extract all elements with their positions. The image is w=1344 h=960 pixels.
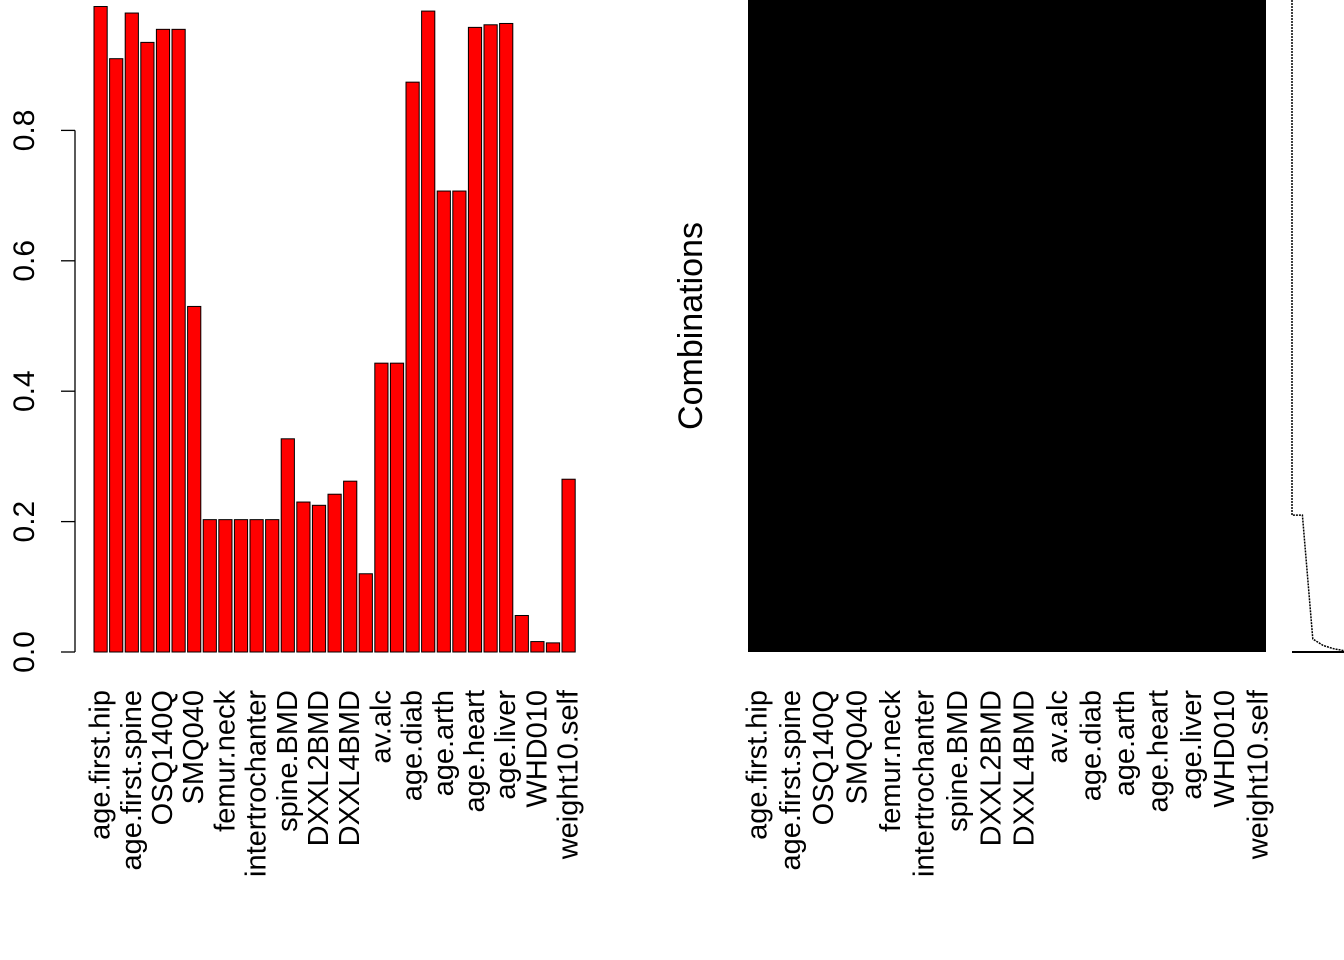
x-tick-label: femur.neck bbox=[875, 690, 907, 832]
x-tick-label: WHD010 bbox=[521, 690, 553, 808]
y-tick-label: 0.4 bbox=[8, 370, 41, 412]
x-tick-label: age.first.spine bbox=[775, 690, 807, 871]
bar bbox=[202, 519, 217, 653]
x-tick-label: DXXL2BMD bbox=[975, 690, 1007, 846]
combinations-pattern-chart: Combinations age.first.hip age.first.spin… bbox=[672, 0, 1344, 877]
bar bbox=[467, 26, 483, 653]
missing-proportion-bar-chart: 0.0 0.2 0.4 0.6 0.8 age.first.hip age.first.s… bbox=[8, 6, 585, 877]
bar bbox=[514, 614, 529, 653]
x-tick-label: age.heart bbox=[1142, 690, 1174, 813]
bar bbox=[233, 519, 249, 653]
bar bbox=[452, 190, 467, 653]
bar bbox=[249, 519, 264, 653]
x-tick-label: age.diab bbox=[397, 690, 429, 801]
bar bbox=[421, 10, 436, 653]
x-tick-label: OSQ140Q bbox=[808, 690, 840, 825]
bar bbox=[530, 641, 545, 653]
bar bbox=[561, 478, 576, 653]
bar-series bbox=[93, 6, 576, 653]
bar bbox=[327, 493, 342, 653]
y-tick-label: 0.6 bbox=[8, 240, 41, 282]
x-tick-label: age.arth bbox=[1109, 690, 1141, 796]
bar bbox=[545, 642, 561, 653]
x-tick-label: age.liver bbox=[1176, 690, 1208, 800]
x-tick-label: spine.BMD bbox=[272, 690, 304, 832]
x-tick-label: av.alc bbox=[365, 690, 397, 764]
bar bbox=[124, 12, 139, 653]
x-tick-labels: age.first.hip age.first.spine OSQ140Q SMQ04… bbox=[85, 689, 585, 877]
bar bbox=[405, 81, 420, 653]
y-tick-label: 0.0 bbox=[8, 631, 41, 673]
x-tick-label: spine.BMD bbox=[942, 690, 974, 832]
x-tick-label: intertrochanter bbox=[241, 690, 273, 877]
bar bbox=[358, 573, 373, 653]
bar bbox=[436, 190, 451, 653]
x-tick-label: DXXL4BMD bbox=[1009, 690, 1041, 846]
bar bbox=[499, 22, 514, 653]
y-tick-label: 0.2 bbox=[8, 501, 41, 543]
x-tick-label: age.first.hip bbox=[85, 690, 117, 840]
bar bbox=[155, 28, 171, 653]
x-tick-label: intertrochanter bbox=[908, 690, 940, 877]
bar bbox=[265, 519, 280, 653]
bar bbox=[280, 438, 295, 653]
x-tick-label: OSQ140Q bbox=[147, 690, 179, 825]
x-tick-label: WHD010 bbox=[1209, 690, 1241, 808]
bar bbox=[483, 24, 498, 653]
x-tick-label: weight10.self bbox=[553, 689, 585, 860]
bar bbox=[218, 519, 233, 653]
x-tick-label: av.alc bbox=[1042, 690, 1074, 764]
x-tick-label: age.first.hip bbox=[741, 690, 773, 840]
x-tick-labels: age.first.hip age.first.spine OSQ140Q SMQ04… bbox=[741, 689, 1274, 877]
bar bbox=[296, 501, 311, 653]
bar bbox=[311, 504, 327, 653]
x-tick-label: SMQ040 bbox=[178, 690, 210, 804]
x-tick-label: weight10.self bbox=[1243, 689, 1275, 860]
bar bbox=[389, 362, 405, 653]
x-tick-label: femur.neck bbox=[209, 690, 241, 832]
bar bbox=[343, 480, 358, 653]
combinations-pattern-grid bbox=[748, 0, 1266, 652]
bar bbox=[140, 41, 155, 653]
x-tick-label: age.heart bbox=[459, 690, 491, 813]
x-tick-label: age.diab bbox=[1076, 690, 1108, 801]
combination-frequency-curve bbox=[1291, 0, 1344, 652]
bar bbox=[109, 58, 124, 653]
x-tick-label: DXXL2BMD bbox=[303, 690, 335, 846]
bar bbox=[374, 362, 389, 653]
y-axis-label: Combinations bbox=[672, 222, 710, 430]
x-tick-label: age.arth bbox=[428, 690, 460, 796]
y-tick-label: 0.8 bbox=[8, 110, 41, 152]
x-tick-label: DXXL4BMD bbox=[334, 690, 366, 846]
x-tick-label: SMQ040 bbox=[842, 690, 874, 804]
y-axis: 0.0 0.2 0.4 0.6 0.8 bbox=[8, 110, 76, 673]
x-tick-label: age.liver bbox=[490, 690, 522, 800]
x-tick-label: age.first.spine bbox=[116, 690, 148, 871]
bar bbox=[187, 305, 202, 653]
bar bbox=[93, 6, 108, 653]
bar bbox=[171, 28, 186, 653]
